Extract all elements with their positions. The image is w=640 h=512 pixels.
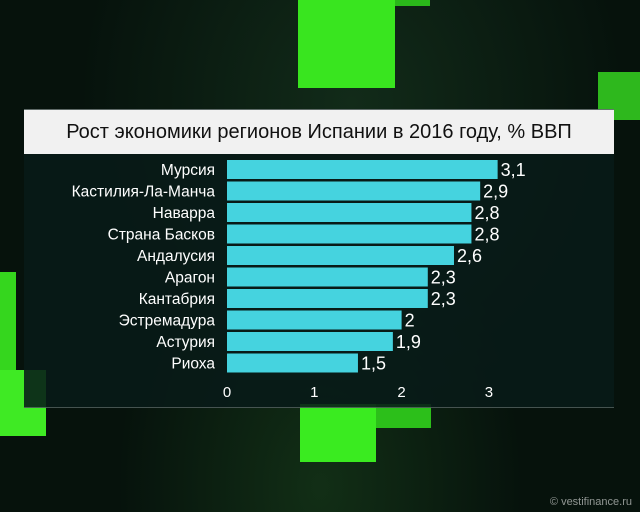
- bar: [227, 289, 428, 308]
- bar: [227, 246, 454, 265]
- bar: [227, 181, 481, 201]
- category-label: Арагон: [165, 270, 215, 287]
- x-tick-label: 0: [223, 384, 231, 401]
- value-label: 2,6: [457, 246, 482, 266]
- value-label: 3,1: [501, 160, 526, 180]
- chart-title: Рост экономики регионов Испании в 2016 г…: [66, 121, 572, 143]
- value-label: 2: [405, 311, 415, 331]
- value-label: 2,3: [431, 289, 456, 309]
- bar: [227, 267, 428, 287]
- title-bar: Рост экономики регионов Испании в 2016 г…: [24, 110, 614, 154]
- bar: [227, 353, 358, 373]
- value-label: 2,8: [474, 203, 499, 223]
- value-label: 1,5: [361, 354, 386, 374]
- category-label: Астурия: [156, 334, 215, 351]
- value-label: 2,3: [431, 268, 456, 288]
- category-label: Кантабрия: [139, 291, 215, 308]
- bar: [227, 224, 472, 244]
- value-label: 2,8: [474, 225, 499, 245]
- x-tick-label: 1: [310, 384, 318, 401]
- x-tick-label: 3: [485, 384, 493, 401]
- value-label: 2,9: [483, 182, 508, 202]
- bar: [227, 332, 393, 351]
- category-label: Наварра: [153, 205, 216, 222]
- category-label: Риоха: [171, 356, 215, 373]
- watermark: © vestifinance.ru: [549, 496, 632, 508]
- bar: [227, 160, 498, 179]
- category-label: Андалусия: [137, 248, 215, 265]
- category-label: Мурсия: [161, 162, 215, 179]
- value-label: 1,9: [396, 332, 421, 352]
- category-label: Страна Басков: [108, 227, 215, 244]
- decor-cube: [0, 272, 16, 372]
- bar: [227, 310, 402, 330]
- decor-cube: [298, 0, 395, 88]
- bar: [227, 203, 472, 222]
- category-label: Кастилия-Ла-Манча: [72, 184, 216, 201]
- decor-cube: [375, 404, 431, 428]
- x-tick-label: 2: [397, 384, 405, 401]
- decor-cube: [300, 404, 376, 462]
- category-label: Эстремадура: [119, 313, 216, 330]
